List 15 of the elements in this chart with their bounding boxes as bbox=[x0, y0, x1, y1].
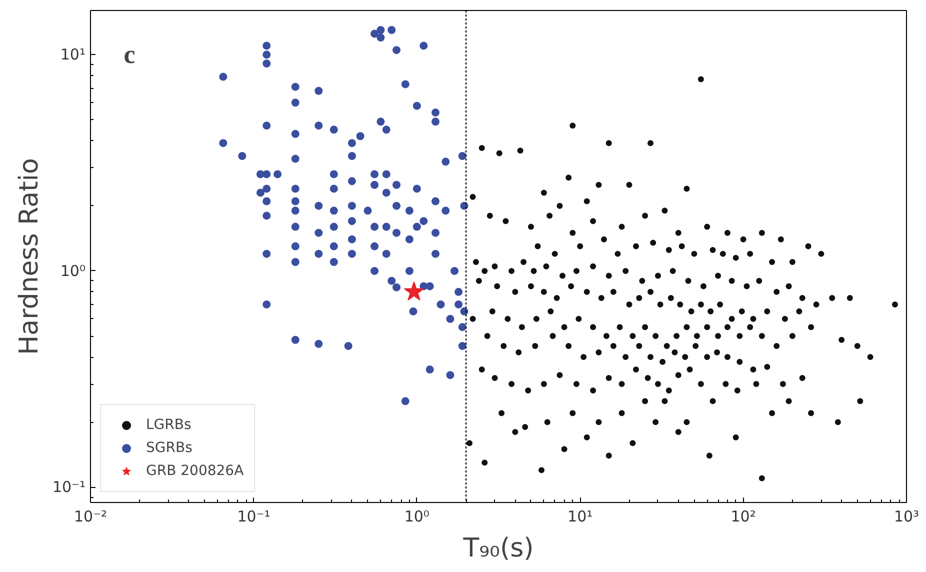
y-tick-label: 10⁻¹ bbox=[52, 478, 86, 496]
legend-label: LGRBs bbox=[146, 417, 192, 433]
x-tick-label: 10³ bbox=[894, 508, 920, 526]
x-tick-label: 10⁻¹ bbox=[237, 508, 270, 526]
x-tick-label: 10¹ bbox=[568, 508, 593, 526]
y-axis-title: Hardness Ratio bbox=[14, 158, 44, 355]
x-tick-label: 10² bbox=[730, 508, 756, 526]
y-tick-label: 10¹ bbox=[60, 46, 86, 64]
legend-label: SGRBs bbox=[146, 440, 192, 456]
annotation: c bbox=[124, 40, 136, 70]
x-axis-title: T₉₀(s) bbox=[462, 534, 534, 564]
x-tick-label: 10⁻² bbox=[74, 508, 108, 526]
y-tick-label: 10⁰ bbox=[60, 262, 86, 280]
x-tick-label: 10⁰ bbox=[404, 508, 430, 526]
legend-label: GRB 200826A bbox=[146, 463, 244, 479]
